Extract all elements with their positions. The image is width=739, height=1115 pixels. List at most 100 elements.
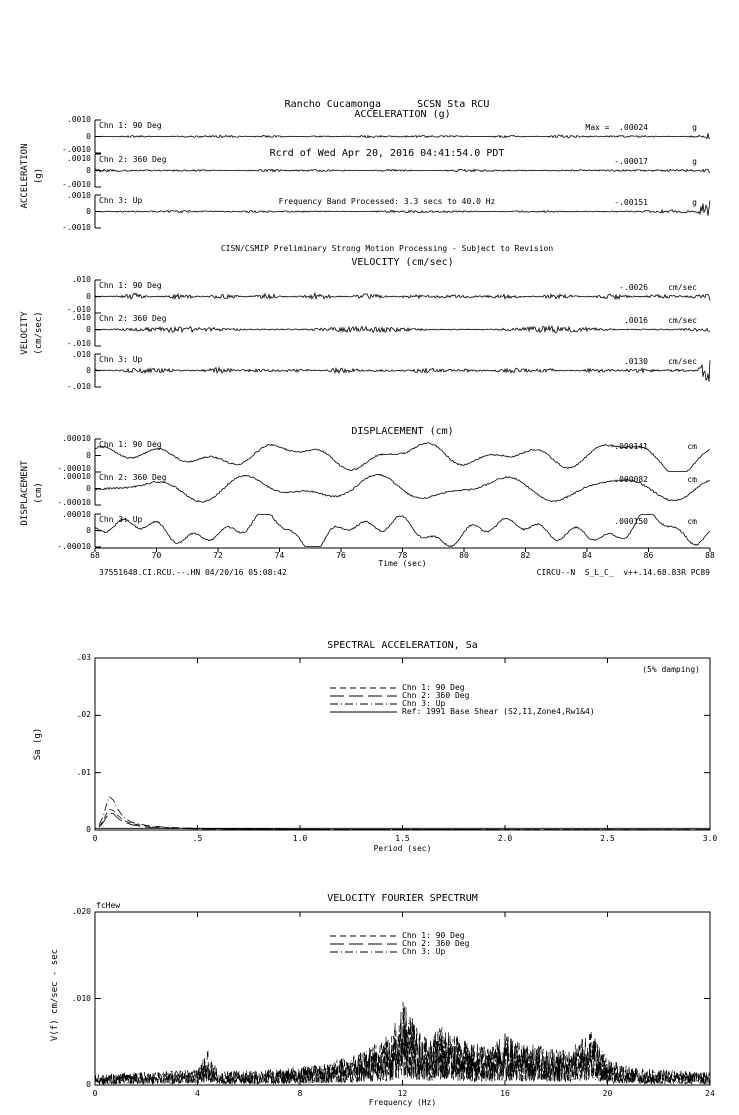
xtick-label: 1.5 bbox=[395, 834, 410, 843]
waveform-trace bbox=[94, 133, 711, 140]
ytick-label: -.010 bbox=[66, 382, 91, 391]
velocity-title: VELOCITY (cm/sec) bbox=[351, 257, 454, 268]
xtick-label: 80 bbox=[459, 551, 469, 560]
peak-value: Max = .00024 bbox=[585, 123, 648, 132]
fourier-corner-text: fcHew bbox=[96, 901, 121, 910]
ytick-label: .0010 bbox=[66, 191, 91, 200]
ytick-label: .0010 bbox=[66, 154, 91, 163]
legend-label: Chn 3: Up bbox=[402, 699, 446, 708]
xtick-label: 12 bbox=[397, 1089, 408, 1098]
ytick-label: .010 bbox=[71, 350, 91, 359]
waveform-trace bbox=[94, 514, 711, 548]
xtick-label: 74 bbox=[274, 551, 285, 560]
waveform-trace bbox=[94, 324, 711, 334]
xtick-label: 1.0 bbox=[292, 834, 308, 843]
ytick-label: -.010 bbox=[66, 339, 91, 348]
ytick-label: 0 bbox=[86, 1080, 91, 1089]
channel-label: Chn 2: 360 Deg bbox=[99, 155, 167, 164]
fourier-title: VELOCITY FOURIER SPECTRUM bbox=[327, 893, 478, 904]
xtick-label: 24 bbox=[705, 1089, 715, 1098]
ytick-label: 0 bbox=[86, 525, 91, 535]
ytick-label: .00010 bbox=[62, 472, 91, 481]
legend-label: Chn 1: 90 Deg bbox=[402, 683, 465, 692]
peak-unit: cm bbox=[687, 517, 697, 526]
xtick-label: 86 bbox=[643, 551, 654, 560]
xtick-label: 82 bbox=[520, 551, 531, 560]
ytick-label: -.00010 bbox=[57, 464, 91, 473]
xtick-label: 78 bbox=[397, 551, 408, 560]
frequency-axis-label: Frequency (Hz) bbox=[368, 1098, 437, 1107]
channel-label: Chn 3: Up bbox=[99, 515, 143, 524]
channel-label: Chn 2: 360 Deg bbox=[99, 314, 167, 323]
acceleration-axis-units: (g) bbox=[34, 168, 44, 184]
record-datetime: Rcrd of Wed Apr 20, 2016 04:41:54.0 PDT bbox=[269, 148, 505, 159]
waveform-trace bbox=[94, 200, 711, 216]
ytick-label: -.00010 bbox=[57, 542, 91, 551]
fourier-trace bbox=[94, 1001, 711, 1085]
channel-label: Chn 2: 360 Deg bbox=[99, 473, 167, 482]
waveform-trace bbox=[94, 291, 711, 301]
record-id-text: 37551648.CI.RCU.--.HN 04/20/16 05:08:42 bbox=[99, 568, 287, 577]
station-title: Rancho Cucamonga SCSN Sta RCU bbox=[284, 99, 490, 110]
sa-curve bbox=[98, 812, 710, 831]
ytick-label: .00010 bbox=[62, 510, 91, 519]
waveform-trace bbox=[94, 168, 711, 174]
ytick-label: 0 bbox=[86, 365, 91, 375]
peak-value: -.00017 bbox=[614, 157, 648, 166]
xtick-label: 4 bbox=[195, 1089, 200, 1098]
fourier-y-axis-label: V(f) cm/sec - sec bbox=[50, 949, 60, 1041]
ytick-label: 0 bbox=[86, 324, 91, 334]
ytick-label: -.0010 bbox=[62, 223, 91, 232]
ytick-label: .02 bbox=[76, 710, 91, 720]
peak-unit: g bbox=[692, 123, 697, 132]
waveform-trace bbox=[94, 473, 711, 503]
ytick-label: 0 bbox=[86, 483, 91, 493]
xtick-label: 88 bbox=[705, 551, 715, 560]
processing-note: CISN/CSMIP Preliminary Strong Motion Pro… bbox=[220, 244, 554, 253]
velocity-axis-label: VELOCITY bbox=[20, 311, 30, 355]
ytick-label: .01 bbox=[76, 767, 91, 777]
ytick-label: .00010 bbox=[62, 434, 91, 443]
ytick-label: -.010 bbox=[66, 305, 91, 314]
xtick-label: 72 bbox=[213, 551, 223, 560]
waveform-trace bbox=[94, 442, 711, 472]
peak-value: -.0026 bbox=[619, 283, 648, 292]
ytick-label: 0 bbox=[86, 165, 91, 175]
ytick-label: .010 bbox=[71, 993, 91, 1003]
xtick-label: 2.5 bbox=[600, 834, 615, 843]
ytick-label: .010 bbox=[71, 313, 91, 322]
processing-code-text: CIRCU--N S_L_C_ v++.14.68.83R PC89 bbox=[536, 568, 710, 577]
xtick-label: 16 bbox=[500, 1089, 510, 1098]
ytick-label: 0 bbox=[86, 206, 91, 216]
xtick-label: 3.0 bbox=[702, 834, 718, 843]
legend-label: Ref: 1991 Base Shear (S2,I1,Zone4,Rw1&4) bbox=[402, 707, 595, 716]
xtick-label: 8 bbox=[297, 1089, 303, 1098]
xtick-label: 76 bbox=[336, 551, 346, 560]
channel-label: Chn 1: 90 Deg bbox=[99, 440, 162, 449]
peak-unit: cm bbox=[687, 475, 697, 484]
ytick-label: 0 bbox=[86, 825, 91, 834]
sa-title: SPECTRAL ACCELERATION, Sa bbox=[327, 640, 478, 651]
frequency-band-note: Frequency Band Processed: 3.3 secs to 40… bbox=[278, 197, 496, 206]
acceleration-axis-label: ACCELERATION bbox=[20, 143, 30, 208]
channel-label: Chn 1: 90 Deg bbox=[99, 121, 162, 130]
xtick-label: 2.0 bbox=[497, 834, 513, 843]
ytick-label: -.0010 bbox=[62, 180, 91, 189]
xtick-label: 0 bbox=[92, 1089, 98, 1098]
ytick-label: 0 bbox=[86, 450, 91, 460]
ytick-label: -.0010 bbox=[62, 145, 91, 154]
peak-value: .000150 bbox=[614, 517, 648, 526]
damping-annotation: (5% damping) bbox=[642, 665, 700, 674]
peak-unit: cm/sec bbox=[668, 357, 697, 366]
peak-unit: g bbox=[692, 198, 697, 207]
legend-label: Chn 3: Up bbox=[402, 947, 446, 956]
ytick-label: .020 bbox=[71, 907, 91, 916]
time-axis-label: Time (sec) bbox=[378, 559, 427, 568]
displacement-title: DISPLACEMENT (cm) bbox=[351, 426, 454, 437]
ytick-label: 0 bbox=[86, 291, 91, 301]
ytick-label: 0 bbox=[86, 131, 91, 141]
channel-label: Chn 3: Up bbox=[99, 196, 143, 205]
header: Rancho Cucamonga SCSN Sta RCU Rcrd of We… bbox=[35, 61, 739, 291]
